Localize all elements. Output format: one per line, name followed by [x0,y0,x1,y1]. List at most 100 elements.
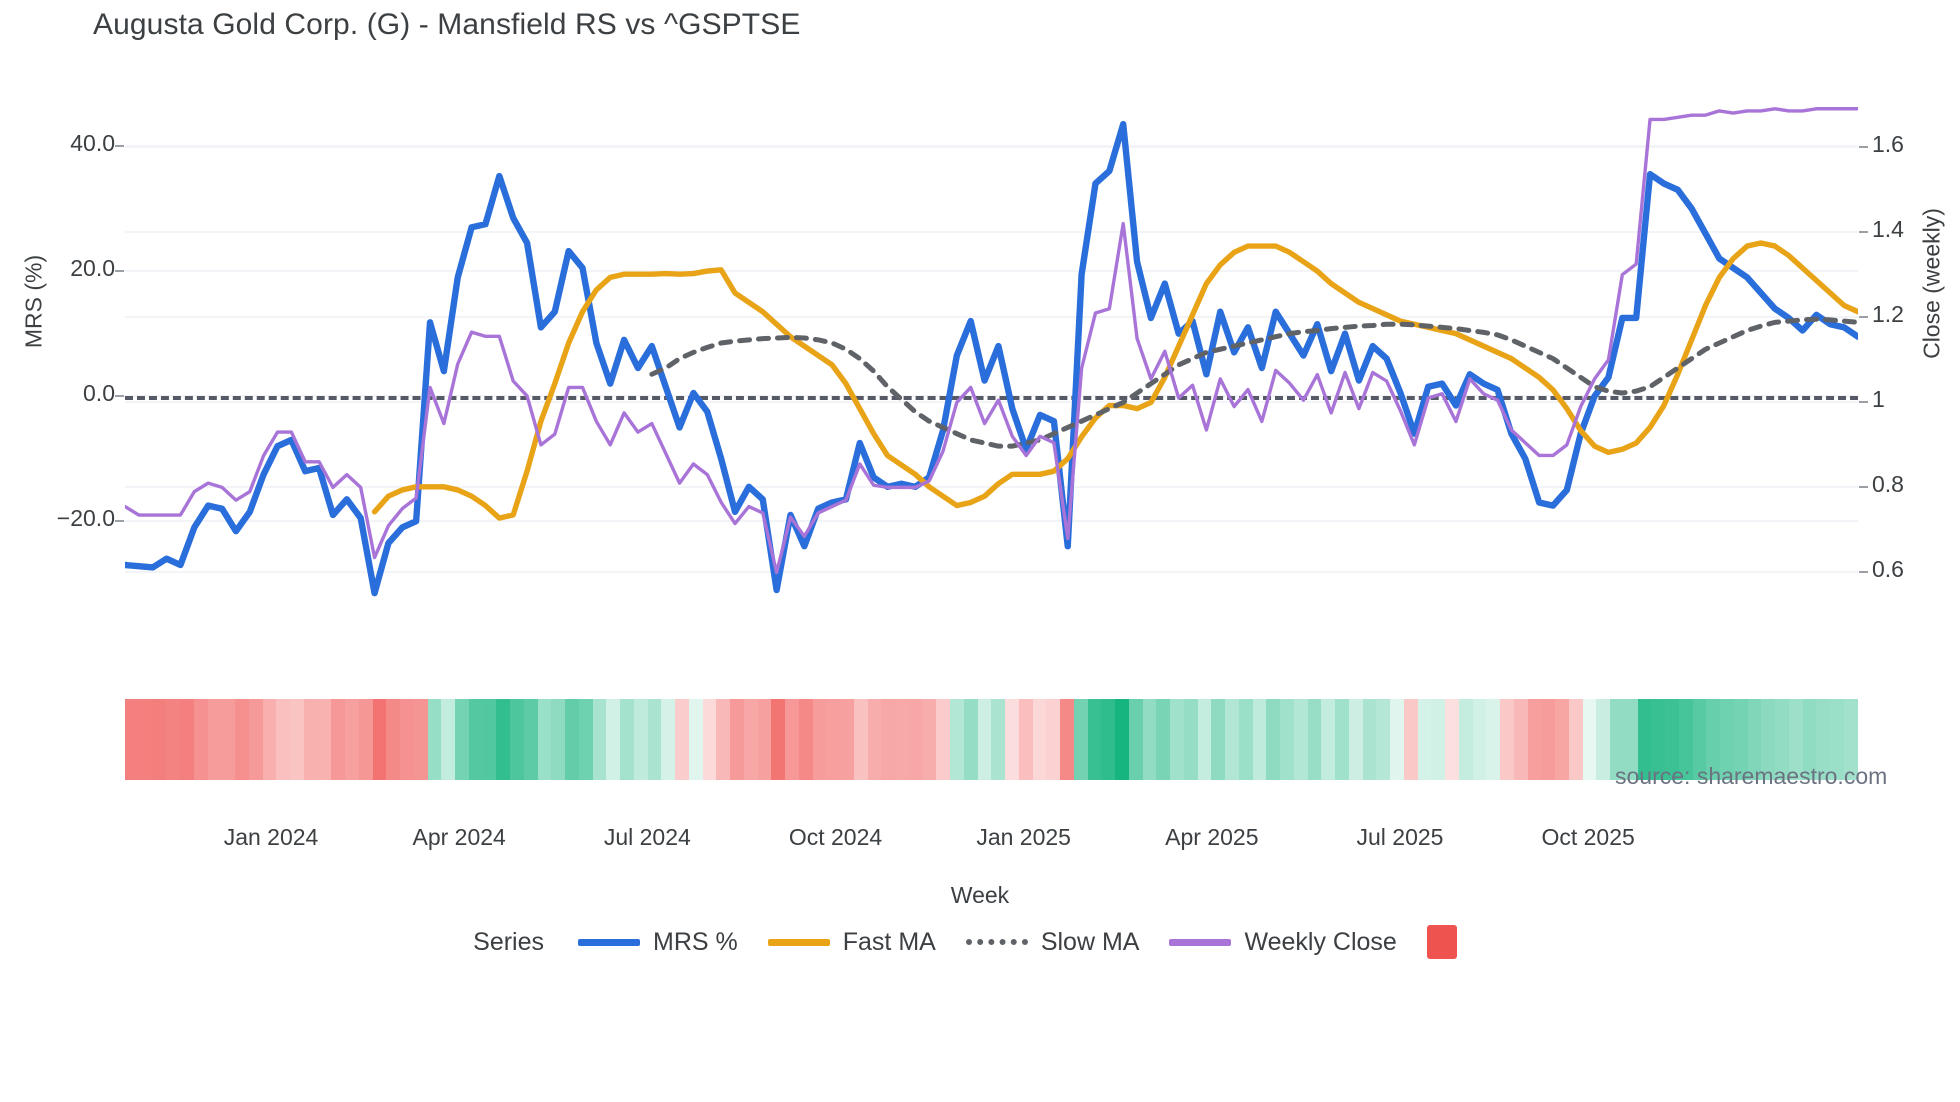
y-axis-right-tick-mark [1859,316,1868,319]
heat-strip-band [1225,699,1239,780]
heat-strip-band [606,699,620,780]
y-axis-left-tick-mark [115,270,124,273]
series-line-fast-ma [371,240,1875,521]
heat-strip-band [743,699,758,780]
heat-strip-band [1527,699,1542,780]
heat-strip-band [1802,699,1817,780]
legend-dotted-line-icon [965,939,1028,945]
heat-strip-band [1706,699,1720,780]
heat-strip-band [537,699,552,780]
chart-legend: Series MRS % Fast MA Slow MA Weekly Close [0,925,1960,959]
heat-strip-band [853,699,868,780]
series-canvas [121,96,1875,615]
legend-item-label: Fast MA [842,927,936,956]
y-axis-left-tick-mark [115,520,124,523]
heat-strip-band [1266,699,1280,780]
heat-strip-band [221,699,235,780]
heat-strip-band [1637,699,1652,780]
heat-strip-band [166,699,180,780]
heat-strip-band [785,699,799,780]
heat-strip-band [496,699,510,780]
heat-strip-band [1060,699,1074,780]
legend-item-swatch[interactable] [1426,925,1457,959]
x-axis-tick-label: Jul 2025 [1356,824,1444,850]
heat-strip-band [675,699,689,780]
y-axis-right-tick-label: 1.4 [1872,216,1904,243]
heat-strip-band [1390,699,1404,780]
heat-strip-band [427,699,442,780]
heat-strip-band [413,699,428,780]
legend-title: Series [473,927,545,956]
heat-strip-band [1101,699,1115,780]
legend-color-box-icon [1426,925,1457,959]
heat-strip-band [1761,699,1775,780]
heat-strip-band [702,699,717,780]
heat-strip-band [1610,699,1624,780]
heat-strip-band [1568,699,1583,780]
heat-strip-band [1775,699,1789,780]
y-axis-left-tick-mark [115,395,124,398]
heat-strip-band [908,699,923,780]
heat-strip-band [1733,699,1748,780]
heat-strip-band [441,699,455,780]
legend-item-slow-ma[interactable]: Slow MA [965,927,1140,957]
legend-item-weekly-close[interactable]: Weekly Close [1169,927,1397,957]
legend-item-mrs[interactable]: MRS % [578,928,738,957]
heat-strip-band [1087,699,1102,780]
heat-strip-band [317,699,332,780]
gridline [125,520,1858,523]
heat-strip-band [936,699,950,780]
heat-strip-band [290,699,304,780]
x-axis-tick-label: Jan 2025 [976,824,1071,850]
heat-strip-band [1403,699,1418,780]
heat-strip-band [468,699,483,780]
y-axis-right-tick-label: 1.6 [1872,131,1904,158]
gridline-right [125,316,1858,319]
heat-strip-band [977,699,992,780]
heat-strip-band [1665,699,1679,780]
legend-line-icon [767,938,830,946]
y-axis-right-tick-label: 0.8 [1872,471,1904,498]
heat-strip-band [1431,699,1445,780]
legend-item-label: Weekly Close [1244,927,1397,956]
x-axis-tick-label: Jan 2024 [223,824,319,850]
legend-item-fast-ma[interactable]: Fast MA [767,927,936,957]
series-line-mrs [121,120,1862,597]
heat-strip-band [867,699,882,780]
heat-strip-band [400,699,414,780]
heat-strip-band [193,699,208,780]
heat-strip-band [578,699,593,780]
y-axis-left-tick-label: 40.0 [70,130,115,157]
heat-strip-band [798,699,813,780]
heat-strip-band [1830,699,1844,780]
heat-strip-band [716,699,730,780]
heat-strip-band [125,699,139,780]
heat-strip-band [1541,699,1555,780]
series-line-weekly-close [123,107,1860,575]
heat-strip-band [565,699,579,780]
heat-strip-band [1472,699,1487,780]
heat-strip-band [523,699,538,780]
heat-strip-band [1596,699,1610,780]
heat-strip-band [1307,699,1322,780]
heat-strip-band [386,699,400,780]
y-axis-right-tick-label: 1.2 [1872,301,1904,328]
heat-strip-band [235,699,249,780]
heat-strip-band [1238,699,1253,780]
heat-strip-band [1156,699,1170,780]
heat-strip-band [1788,699,1803,780]
heat-strip-band [1458,699,1473,780]
heat-strip-band [1376,699,1390,780]
heat-strip-band [345,699,359,780]
heat-strip-band [922,699,937,780]
heat-strip-band [881,699,895,780]
heat-strip-band [991,699,1005,780]
legend-item-label: Slow MA [1040,927,1140,956]
heat-strip-band [1348,699,1363,780]
heat-strip-band [1692,699,1707,780]
y-axis-right-tick-mark [1859,486,1868,489]
heat-strip-band [1417,699,1432,780]
heat-strip-band [1555,699,1569,780]
heat-strip-band [661,699,675,780]
